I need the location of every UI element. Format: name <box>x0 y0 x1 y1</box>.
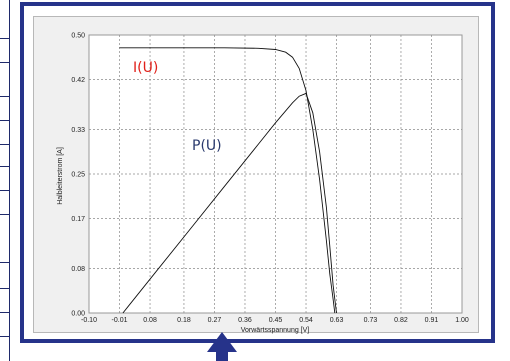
series-line-p <box>122 92 337 314</box>
x-axis-label: Vorwärtsspannung [V] <box>241 327 310 334</box>
arrow-marker-icon <box>207 332 237 361</box>
x-tick-label: 0.54 <box>299 317 313 324</box>
x-tick-label: 0.63 <box>330 317 344 324</box>
x-tick-label: 0.27 <box>208 317 222 324</box>
x-tick-labels: -0.10 -0.01 0.08 0.18 0.27 0.36 0.45 0.54 0.63 0.… <box>81 317 469 324</box>
table-row-divider <box>0 120 10 121</box>
x-tick-label: 0.82 <box>394 317 408 324</box>
table-row-divider <box>0 190 10 191</box>
y-tick-labels: 0.00 0.08 0.17 0.25 0.33 0.42 0.50 <box>71 33 85 318</box>
x-tick-label: 0.36 <box>238 317 252 324</box>
table-border <box>9 0 10 361</box>
table-row-divider <box>0 38 10 39</box>
table-row-divider <box>0 144 10 145</box>
table-row-divider <box>0 288 10 289</box>
y-tick-label: 0.08 <box>71 266 85 273</box>
x-tick-label: 0.73 <box>364 317 378 324</box>
series-lines <box>119 47 337 314</box>
y-tick-label: 0.33 <box>71 127 85 134</box>
table-row-divider <box>0 214 10 215</box>
y-tick-label: 0.42 <box>71 77 85 84</box>
x-tick-label: 0.08 <box>143 317 157 324</box>
table-row-divider <box>0 262 10 263</box>
x-tick-label: -0.10 <box>81 317 97 324</box>
series-line-i <box>119 47 336 314</box>
y-tick-label: 0.00 <box>71 311 85 318</box>
x-tick-label: 0.91 <box>425 317 439 324</box>
x-tick-label: -0.01 <box>112 317 128 324</box>
plot-area <box>88 34 463 314</box>
table-row-divider <box>0 336 10 337</box>
y-axis-label: Halbleiterstrom [A] <box>57 147 64 205</box>
y-tick-label: 0.17 <box>71 216 85 223</box>
x-tick-label: 0.45 <box>269 317 283 324</box>
table-row-divider <box>0 166 10 167</box>
series-label-i: I(U) <box>133 60 158 76</box>
y-tick-label: 0.25 <box>71 172 85 179</box>
y-tick-label: 0.50 <box>71 33 85 40</box>
x-tick-label: 0.18 <box>177 317 191 324</box>
series-label-p: P(U) <box>192 138 222 154</box>
table-row-divider <box>0 312 10 313</box>
table-row-divider <box>0 96 10 97</box>
left-table-edge <box>0 0 10 361</box>
table-row-divider <box>0 62 10 63</box>
x-tick-label: 1.00 <box>455 317 469 324</box>
